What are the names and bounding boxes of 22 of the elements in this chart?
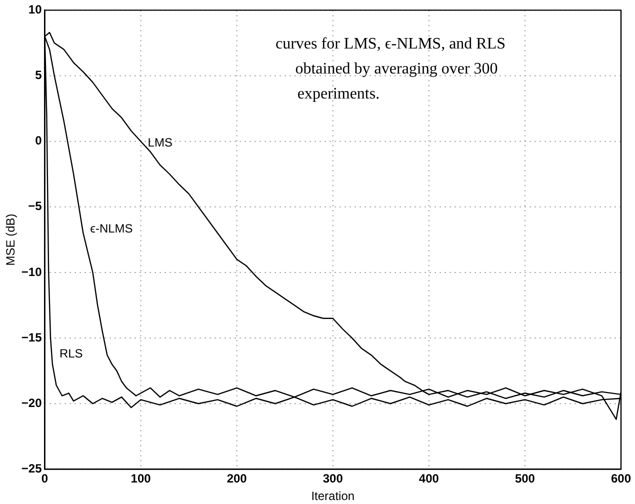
- y-tick-label: 10: [28, 2, 42, 17]
- x-tick-label: 400: [418, 472, 440, 486]
- x-tick-label: 600: [610, 472, 632, 486]
- y-axis-title: MSE (dB): [4, 214, 18, 266]
- x-tick-label: 500: [514, 472, 536, 486]
- series-label: LMS: [148, 136, 172, 150]
- annotation: experiments.: [297, 85, 380, 102]
- x-tick-label: 300: [322, 472, 344, 486]
- y-tick-label: −5: [28, 199, 42, 214]
- series-label: RLS: [59, 346, 83, 361]
- y-tick-label: −25: [21, 462, 42, 476]
- annotation: curves for LMS, ϵ-NLMS, and RLS: [275, 35, 506, 52]
- x-tick-label: 200: [226, 472, 248, 486]
- series-label: ϵ-NLMS: [90, 221, 133, 236]
- y-tick-label: −10: [21, 264, 42, 279]
- y-tick-label: 0: [35, 134, 42, 148]
- x-axis-title: Iteration: [311, 489, 355, 504]
- y-tick-label: 5: [35, 68, 42, 82]
- annotation: obtained by averaging over 300: [295, 60, 498, 78]
- y-tick-label: −15: [21, 330, 42, 344]
- y-tick-label: −20: [21, 396, 42, 410]
- x-tick-label: 100: [130, 472, 152, 486]
